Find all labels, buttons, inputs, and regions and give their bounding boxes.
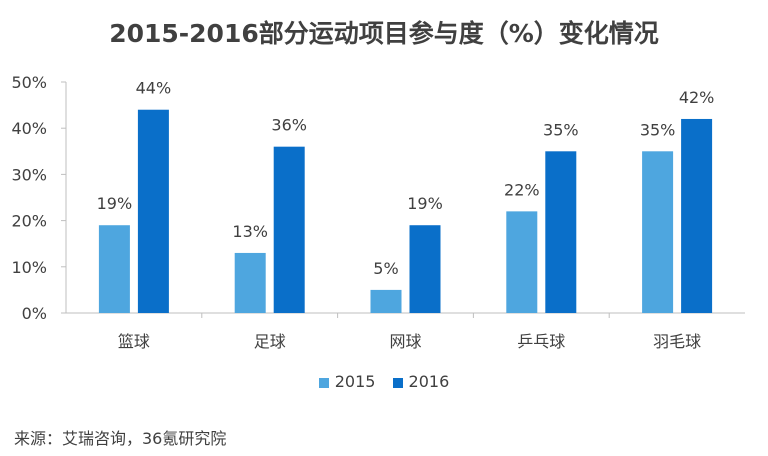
bar-2016-0 <box>137 109 169 313</box>
bar-2016-4 <box>681 118 713 314</box>
data-label-2016-4: 42% <box>679 88 715 107</box>
data-label-2015-0: 19% <box>97 194 133 213</box>
legend: 2015 2016 <box>0 372 768 391</box>
data-label-2015-4: 35% <box>640 120 676 139</box>
bar-chart: 0% 10% 20% 30% 40% 50% 19% 44% 篮球 13% 36% 足球 5% 19% 网球… <box>11 73 745 351</box>
bar-2016-2 <box>409 225 441 313</box>
y-tick-label: 30% <box>11 165 47 184</box>
bar-2015-1 <box>234 252 266 313</box>
data-label-2016-3: 35% <box>543 120 579 139</box>
legend-swatch-2015 <box>318 377 329 388</box>
legend-label-2016: 2016 <box>408 372 450 391</box>
data-label-2016-0: 44% <box>136 79 172 98</box>
data-label-2015-1: 13% <box>232 222 268 241</box>
legend-item-2016: 2016 <box>392 372 450 391</box>
bar-2015-4 <box>642 151 674 313</box>
legend-swatch-2016 <box>392 377 403 388</box>
legend-item-2015: 2015 <box>318 372 376 391</box>
data-label-2016-1: 36% <box>271 116 307 135</box>
x-tick-label-2: 网球 <box>389 332 421 351</box>
data-label-2016-2: 19% <box>407 194 443 213</box>
y-tick-label: 40% <box>11 119 47 138</box>
x-tick-label-4: 羽毛球 <box>653 332 701 351</box>
source-note: 来源：艾瑞咨询，36氪研究院 <box>14 429 227 448</box>
bar-2016-3 <box>545 151 577 313</box>
x-tick-label-1: 足球 <box>254 332 286 351</box>
y-tick-label: 0% <box>22 304 47 323</box>
y-tick-label: 20% <box>11 212 47 231</box>
y-tick-label: 10% <box>11 258 47 277</box>
data-label-2015-3: 22% <box>504 180 540 199</box>
bar-2015-0 <box>98 225 130 313</box>
bar-2016-1 <box>273 146 305 313</box>
legend-label-2015: 2015 <box>334 372 376 391</box>
y-tick-label: 50% <box>11 73 47 92</box>
x-tick-label-0: 篮球 <box>118 332 150 351</box>
bar-2015-3 <box>506 211 538 313</box>
bar-2015-2 <box>370 289 402 313</box>
x-tick-label-3: 乒乓球 <box>517 332 565 351</box>
chart-title: 2015-2016部分运动项目参与度（%）变化情况 <box>109 19 659 48</box>
data-label-2015-2: 5% <box>373 259 398 278</box>
